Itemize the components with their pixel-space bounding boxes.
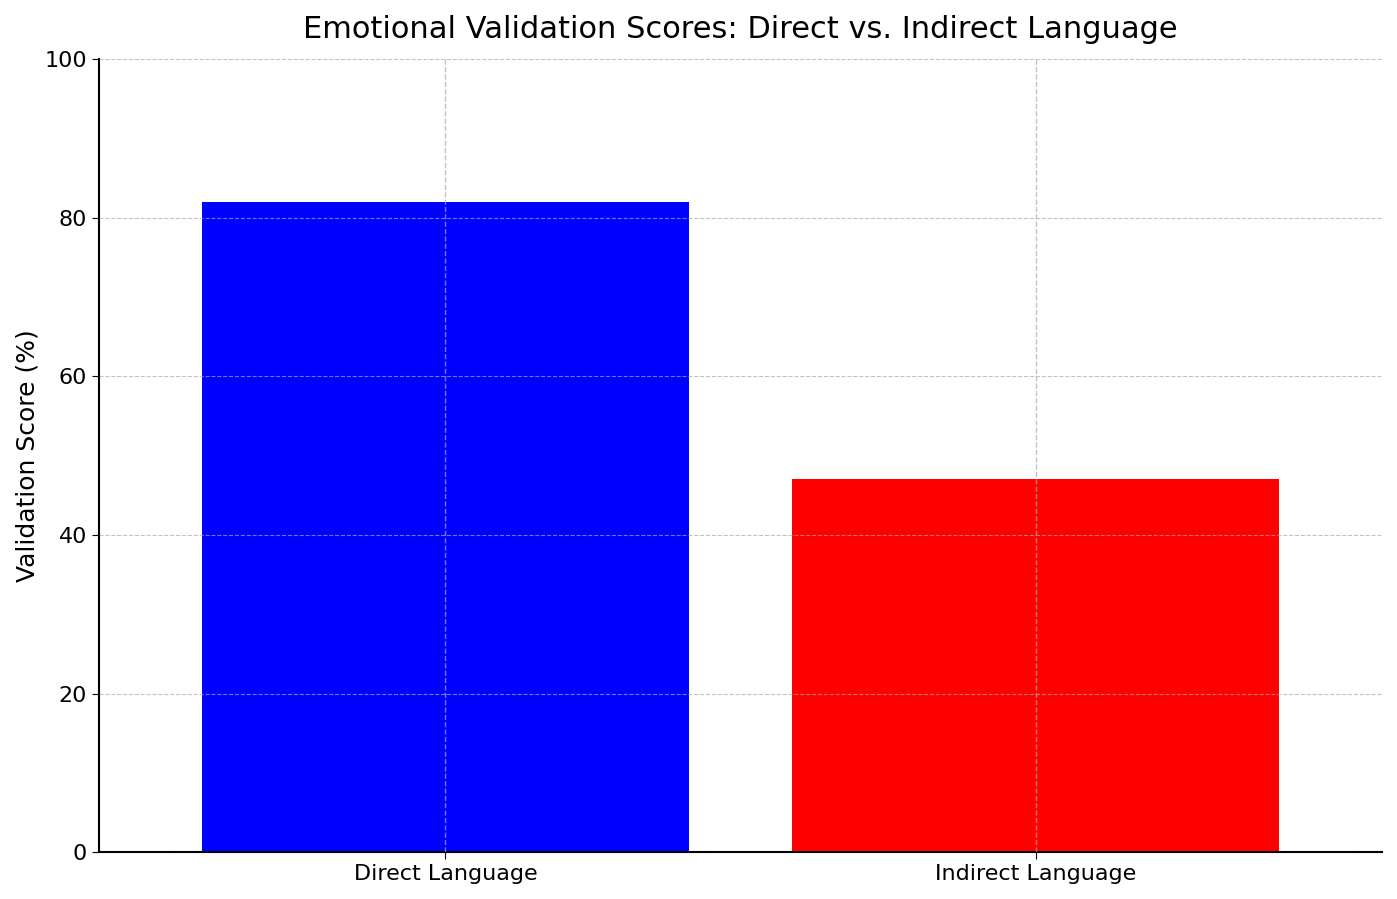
Title: Emotional Validation Scores: Direct vs. Indirect Language: Emotional Validation Scores: Direct vs. … [303,15,1178,44]
Y-axis label: Validation Score (%): Validation Score (%) [15,329,39,582]
Bar [792,479,1280,852]
Bar [201,201,689,852]
